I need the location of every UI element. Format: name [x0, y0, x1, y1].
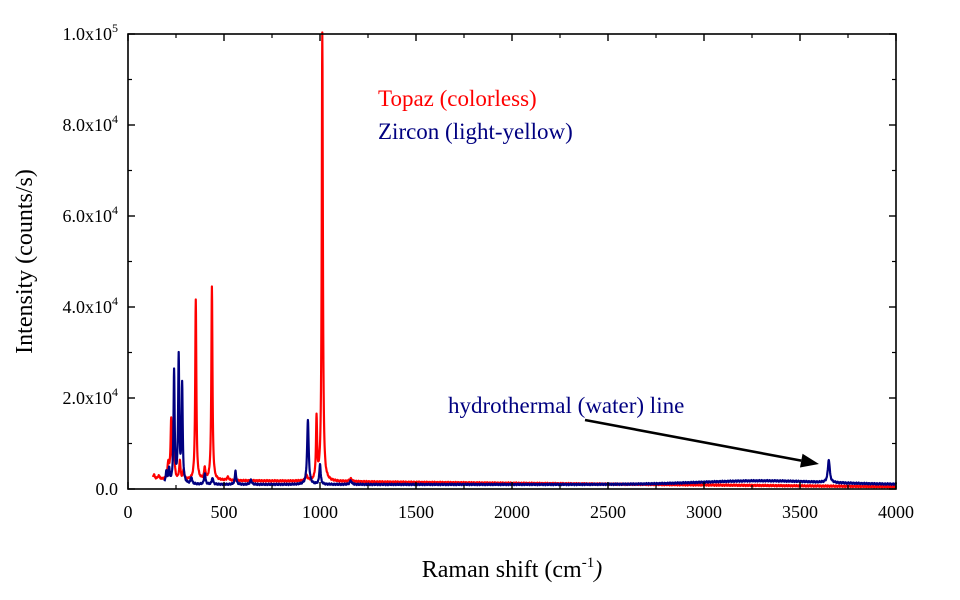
- legend-topaz: Topaz (colorless): [378, 86, 537, 111]
- y-tick-label: 8.0x104: [63, 112, 119, 135]
- x-tick-label: 2500: [590, 502, 626, 522]
- series-line-zircon: [163, 350, 898, 487]
- tick-labels: 0 500 1000 1500 2000 2500 3000 3500 4000 0.0 2.0x1…: [63, 21, 915, 522]
- x-axis-title-tail: ): [592, 557, 602, 583]
- x-axis-title-sup: -1: [582, 555, 595, 571]
- x-tick-label: 0: [124, 502, 133, 522]
- axis-ticks: [127, 33, 897, 490]
- x-axis-title: Raman shift (cm-1): [422, 555, 602, 583]
- series-layer: [151, 31, 898, 489]
- x-tick-label: 1000: [302, 502, 338, 522]
- x-tick-label: 3500: [782, 502, 818, 522]
- y-tick-label: 2.0x104: [63, 385, 119, 408]
- x-tick-label: 3000: [686, 502, 722, 522]
- annotation-hydrothermal-line: hydrothermal (water) line: [448, 393, 684, 418]
- x-axis-title-base: Raman shift (cm: [422, 557, 582, 583]
- annotation-arrow: [584, 418, 802, 462]
- legend-zircon: Zircon (light-yellow): [378, 119, 573, 144]
- y-tick-label: 1.0x105: [63, 21, 119, 44]
- x-tick-label: 500: [211, 502, 238, 522]
- x-tick-label: 1500: [398, 502, 434, 522]
- x-tick-label: 4000: [878, 502, 914, 522]
- y-tick-label: 6.0x104: [63, 203, 119, 226]
- y-tick-label: 0.0: [96, 479, 119, 499]
- y-axis-title: Intensity (counts/s): [12, 169, 38, 354]
- y-tick-label: 4.0x104: [63, 294, 119, 317]
- annotation-arrowhead: [799, 453, 819, 468]
- x-tick-label: 2000: [494, 502, 530, 522]
